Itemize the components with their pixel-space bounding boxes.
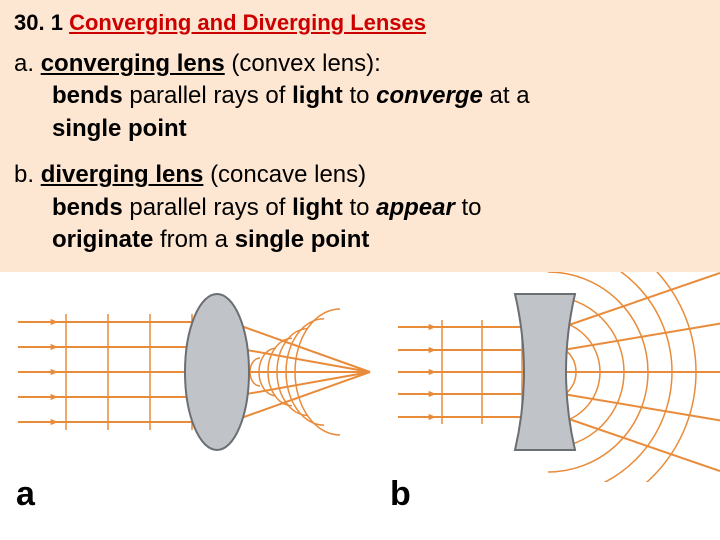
def-b-line2: bends parallel rays of light to appear t… [14,192,706,224]
definition-a: a. converging lens (convex lens): bends … [14,48,706,145]
label-b: b [390,475,411,514]
title-number: 30. 1 [14,10,63,35]
def-a-line3: single point [14,113,706,145]
definition-b: b. diverging lens (concave lens) bends p… [14,159,706,256]
def-a-line2: bends parallel rays of light to converge… [14,80,706,112]
def-b-line3: originate from a single point [14,224,706,256]
text-block: 30. 1 Converging and Diverging Lenses a.… [0,0,720,272]
def-a-term: converging lens [41,50,225,77]
lens-diagram-svg [0,272,720,482]
def-b-marker: b. [14,161,34,188]
def-a-paren: (convex lens): [231,50,380,77]
def-b-paren: (concave lens) [210,161,366,188]
title-text: Converging and Diverging Lenses [69,10,426,35]
label-a: a [16,475,35,514]
def-a-marker: a. [14,50,34,77]
section-title: 30. 1 Converging and Diverging Lenses [14,10,706,36]
diagram-area: a b [0,272,720,510]
def-b-term: diverging lens [41,161,204,188]
